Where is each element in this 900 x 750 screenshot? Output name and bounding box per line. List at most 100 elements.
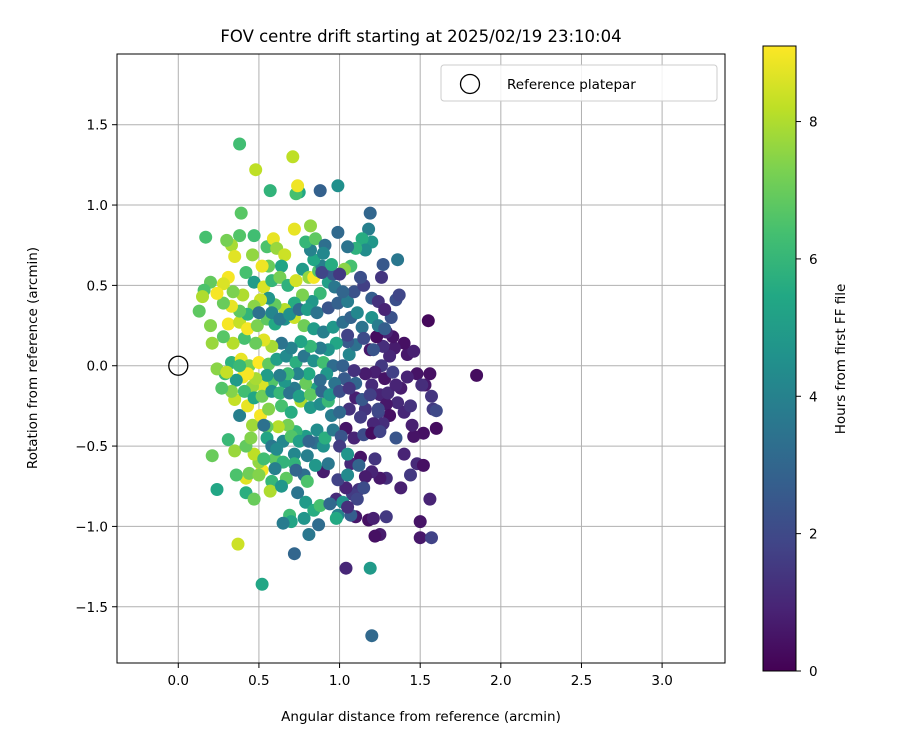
data-point bbox=[307, 354, 321, 368]
colorbar-ticks: 0 2 4 6 8 bbox=[796, 115, 818, 680]
y-tick-label: −0.5 bbox=[75, 439, 108, 455]
data-point bbox=[263, 484, 277, 498]
data-point bbox=[368, 529, 382, 543]
colorbar-tick-label: 8 bbox=[809, 115, 818, 131]
data-point bbox=[365, 629, 379, 643]
data-point bbox=[336, 285, 350, 299]
data-point bbox=[342, 348, 356, 361]
x-tick-label: 3.0 bbox=[651, 673, 672, 689]
data-point bbox=[244, 431, 258, 445]
data-point bbox=[416, 458, 430, 472]
data-point bbox=[241, 367, 255, 381]
data-point bbox=[347, 285, 361, 299]
data-point bbox=[313, 499, 327, 512]
data-point bbox=[284, 341, 298, 355]
data-point bbox=[358, 367, 372, 381]
data-point bbox=[237, 384, 251, 398]
data-point bbox=[304, 339, 317, 353]
x-tick-label: 2.5 bbox=[571, 673, 592, 689]
data-point bbox=[296, 288, 309, 302]
data-point bbox=[397, 447, 411, 461]
data-point bbox=[271, 420, 285, 434]
data-point bbox=[273, 270, 287, 284]
data-point bbox=[386, 365, 400, 379]
data-point bbox=[275, 399, 288, 413]
data-point bbox=[325, 258, 338, 271]
data-point bbox=[363, 206, 377, 220]
data-point bbox=[371, 402, 385, 416]
data-point bbox=[429, 404, 443, 418]
data-point bbox=[321, 457, 335, 471]
colorbar: 0 2 4 6 8 Hours from first FF file bbox=[762, 45, 849, 680]
x-tick-label: 2.0 bbox=[490, 673, 511, 689]
colorbar-tick-label: 0 bbox=[809, 664, 818, 680]
data-point bbox=[216, 296, 230, 310]
data-point bbox=[366, 343, 380, 357]
data-point bbox=[291, 486, 305, 500]
colorbar-tick-label: 6 bbox=[809, 252, 818, 268]
data-point bbox=[265, 474, 279, 488]
data-point bbox=[370, 330, 384, 344]
y-axis-ticks: −1.5 −1.0 −0.5 0.0 0.5 1.0 1.5 bbox=[75, 118, 117, 616]
data-point bbox=[252, 306, 266, 320]
data-point bbox=[210, 483, 224, 496]
data-point bbox=[221, 433, 235, 447]
data-point bbox=[350, 306, 364, 320]
data-point bbox=[255, 389, 269, 403]
data-point bbox=[373, 425, 387, 439]
data-point bbox=[275, 479, 288, 493]
legend: Reference platepar bbox=[440, 64, 718, 102]
legend-box bbox=[440, 64, 718, 102]
data-point bbox=[350, 492, 364, 506]
data-point bbox=[413, 515, 427, 529]
data-point bbox=[226, 285, 240, 299]
data-point bbox=[252, 468, 266, 482]
data-point bbox=[215, 381, 229, 395]
data-point bbox=[331, 225, 345, 239]
x-axis-label: Angular distance from reference (arcmin) bbox=[281, 709, 561, 725]
data-point bbox=[400, 370, 414, 384]
data-point bbox=[333, 439, 347, 453]
data-point bbox=[229, 373, 243, 387]
data-point bbox=[394, 481, 408, 495]
data-point bbox=[294, 335, 308, 349]
data-point bbox=[284, 405, 298, 419]
data-point bbox=[331, 473, 345, 487]
data-point bbox=[257, 452, 271, 466]
data-point bbox=[354, 270, 367, 284]
data-point bbox=[379, 510, 393, 524]
data-point bbox=[391, 396, 405, 410]
data-point bbox=[250, 319, 264, 333]
data-point bbox=[337, 372, 351, 386]
data-point bbox=[249, 336, 263, 350]
data-point bbox=[299, 495, 313, 509]
data-point bbox=[300, 449, 314, 463]
data-point bbox=[286, 150, 300, 164]
data-point bbox=[192, 304, 206, 318]
data-point bbox=[275, 259, 288, 273]
data-point bbox=[273, 386, 287, 400]
data-point bbox=[242, 466, 256, 480]
data-point bbox=[316, 246, 330, 260]
data-point bbox=[423, 492, 437, 506]
data-point bbox=[312, 518, 326, 532]
reference-marker bbox=[168, 355, 189, 376]
data-point bbox=[262, 402, 276, 416]
data-point bbox=[297, 511, 311, 525]
data-point bbox=[308, 458, 322, 472]
x-tick-label: 1.0 bbox=[329, 673, 350, 689]
data-point bbox=[354, 410, 367, 424]
data-point bbox=[339, 481, 353, 495]
data-point bbox=[239, 266, 253, 279]
data-point bbox=[429, 421, 443, 435]
data-point bbox=[363, 561, 377, 575]
data-point bbox=[313, 373, 327, 387]
data-point bbox=[357, 331, 371, 345]
grid-lines bbox=[117, 54, 725, 663]
data-point bbox=[423, 367, 437, 381]
data-point bbox=[220, 233, 234, 247]
y-tick-label: 1.0 bbox=[87, 198, 108, 214]
data-point bbox=[329, 511, 343, 525]
data-point bbox=[233, 359, 247, 373]
data-point bbox=[204, 319, 217, 333]
